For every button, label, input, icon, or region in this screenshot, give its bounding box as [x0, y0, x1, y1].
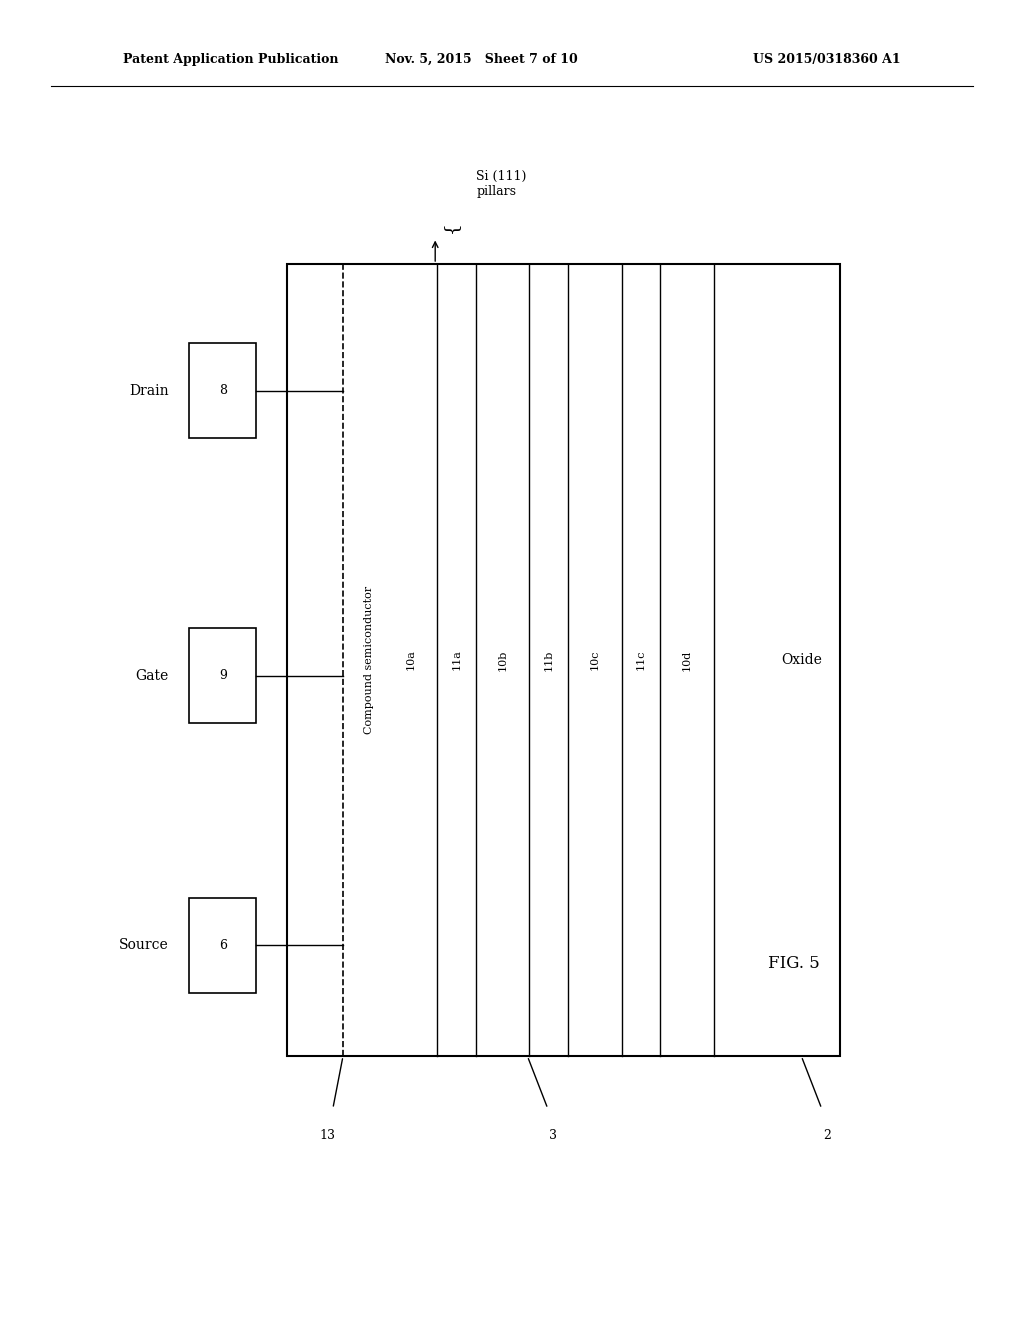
Text: 10b: 10b: [498, 649, 508, 671]
Text: US 2015/0318360 A1: US 2015/0318360 A1: [754, 53, 901, 66]
Text: Oxide: Oxide: [781, 653, 821, 667]
Text: 10c: 10c: [590, 649, 600, 671]
Text: 13: 13: [319, 1129, 336, 1142]
Text: 9: 9: [219, 669, 226, 682]
Text: 8: 8: [219, 384, 226, 397]
Text: Si (111)
pillars: Si (111) pillars: [476, 170, 526, 198]
Text: FIG. 5: FIG. 5: [768, 956, 820, 972]
Bar: [287, 264, 840, 1056]
Text: Source: Source: [119, 939, 169, 952]
Text: Compound semiconductor: Compound semiconductor: [364, 586, 374, 734]
Text: 6: 6: [219, 939, 226, 952]
Bar: [189, 898, 256, 993]
Text: 3: 3: [549, 1129, 557, 1142]
Text: 11b: 11b: [544, 649, 554, 671]
Text: 10a: 10a: [406, 649, 416, 671]
Text: 11c: 11c: [636, 649, 646, 671]
Text: 10d: 10d: [682, 649, 692, 671]
Bar: [189, 628, 256, 723]
Text: Gate: Gate: [136, 669, 169, 682]
Text: Patent Application Publication: Patent Application Publication: [123, 53, 338, 66]
Text: Nov. 5, 2015   Sheet 7 of 10: Nov. 5, 2015 Sheet 7 of 10: [385, 53, 578, 66]
Text: Drain: Drain: [129, 384, 169, 397]
Bar: [189, 343, 256, 438]
Text: 2: 2: [823, 1129, 830, 1142]
Text: }: }: [440, 224, 459, 238]
Text: 11a: 11a: [452, 649, 462, 671]
